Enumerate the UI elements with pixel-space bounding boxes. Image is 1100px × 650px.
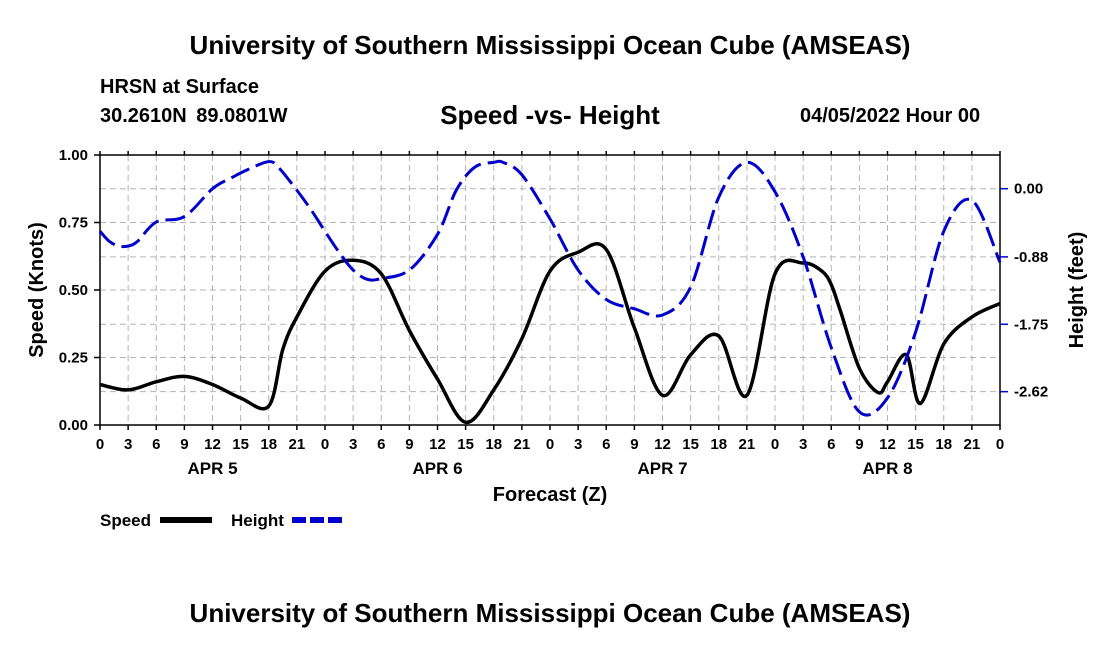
x-tick-label: 21 (964, 436, 981, 453)
x-tick-label: 9 (855, 436, 863, 453)
x-tick-label: 12 (879, 436, 896, 453)
x-tick-label: 18 (260, 436, 277, 453)
x-axis-label: Forecast (Z) (493, 484, 607, 506)
x-tick-label: 21 (739, 436, 756, 453)
legend: Speed Height (100, 511, 342, 530)
x-tick-label: 0 (96, 436, 104, 453)
y-right-tick-label: -2.62 (1014, 384, 1048, 401)
legend-label-speed: Speed (100, 511, 151, 530)
x-tick-label: 6 (827, 436, 835, 453)
x-tick-label: 3 (124, 436, 132, 453)
day-label: APR 7 (637, 459, 687, 478)
series-line-speed (99, 242, 1001, 425)
x-tick-label: 15 (232, 436, 249, 453)
x-tick-label: 18 (485, 436, 502, 453)
x-tick-label: 6 (377, 436, 385, 453)
x-tick-label: 18 (710, 436, 727, 453)
series-line-height (98, 159, 1002, 417)
x-tick-label: 3 (349, 436, 357, 453)
y-right-tick-label: 0.00 (1014, 181, 1043, 198)
x-tick-label: 0 (996, 436, 1004, 453)
x-tick-label: 0 (321, 436, 329, 453)
x-tick-label: 21 (289, 436, 306, 453)
x-tick-label: 12 (654, 436, 671, 453)
y-left-tick-label: 0.25 (59, 350, 88, 367)
axis-ticks: 0 3 6 9 12 15 18 21 0 3 6 9 12 15 18 21 0 3 6 9 12 15 18 21 0 3 6 9… (59, 147, 1048, 478)
day-label: APR 6 (412, 459, 462, 478)
legend-label-height: Height (231, 511, 284, 530)
x-tick-label: 12 (429, 436, 446, 453)
x-tick-label: 9 (405, 436, 413, 453)
x-tick-label: 3 (574, 436, 582, 453)
x-tick-label: 15 (682, 436, 699, 453)
x-tick-label: 9 (630, 436, 638, 453)
x-tick-label: 9 (180, 436, 188, 453)
x-tick-label: 6 (152, 436, 160, 453)
y-left-tick-label: 0.75 (59, 215, 88, 232)
day-label: APR 8 (862, 459, 912, 478)
x-tick-label: 3 (799, 436, 807, 453)
forecast-datetime: 04/05/2022 Hour 00 (800, 105, 981, 127)
y-axis-right-label: Height (feet) (1066, 232, 1088, 349)
x-tick-label: 15 (907, 436, 924, 453)
grid (100, 155, 1000, 425)
x-tick-label: 0 (771, 436, 779, 453)
y-right-tick-label: -1.75 (1014, 316, 1048, 333)
location-name: HRSN at Surface (100, 76, 259, 98)
speed-height-chart: 0 3 6 9 12 15 18 21 0 3 6 9 12 15 18 21 0 3 6 9 12 15 18 21 0 3 6 9… (26, 147, 1088, 530)
x-tick-label: 18 (935, 436, 952, 453)
x-tick-label: 0 (546, 436, 554, 453)
y-right-tick-label: -0.88 (1014, 249, 1048, 266)
y-left-tick-label: 0.00 (59, 417, 88, 434)
coordinates: 30.2610N 89.0801W (100, 105, 288, 127)
footer-title: University of Southern Mississippi Ocean… (189, 598, 911, 628)
x-tick-label: 12 (204, 436, 221, 453)
x-tick-label: 15 (457, 436, 474, 453)
y-axis-left-label: Speed (Knots) (26, 222, 48, 358)
chart-title: Speed -vs- Height (440, 100, 660, 130)
day-label: APR 5 (187, 459, 237, 478)
main-title: University of Southern Mississippi Ocean… (189, 30, 911, 60)
series-lines (98, 159, 1002, 425)
y-left-tick-label: 0.50 (59, 282, 88, 299)
y-left-tick-label: 1.00 (59, 147, 88, 164)
x-tick-label: 6 (602, 436, 610, 453)
x-tick-label: 21 (514, 436, 531, 453)
